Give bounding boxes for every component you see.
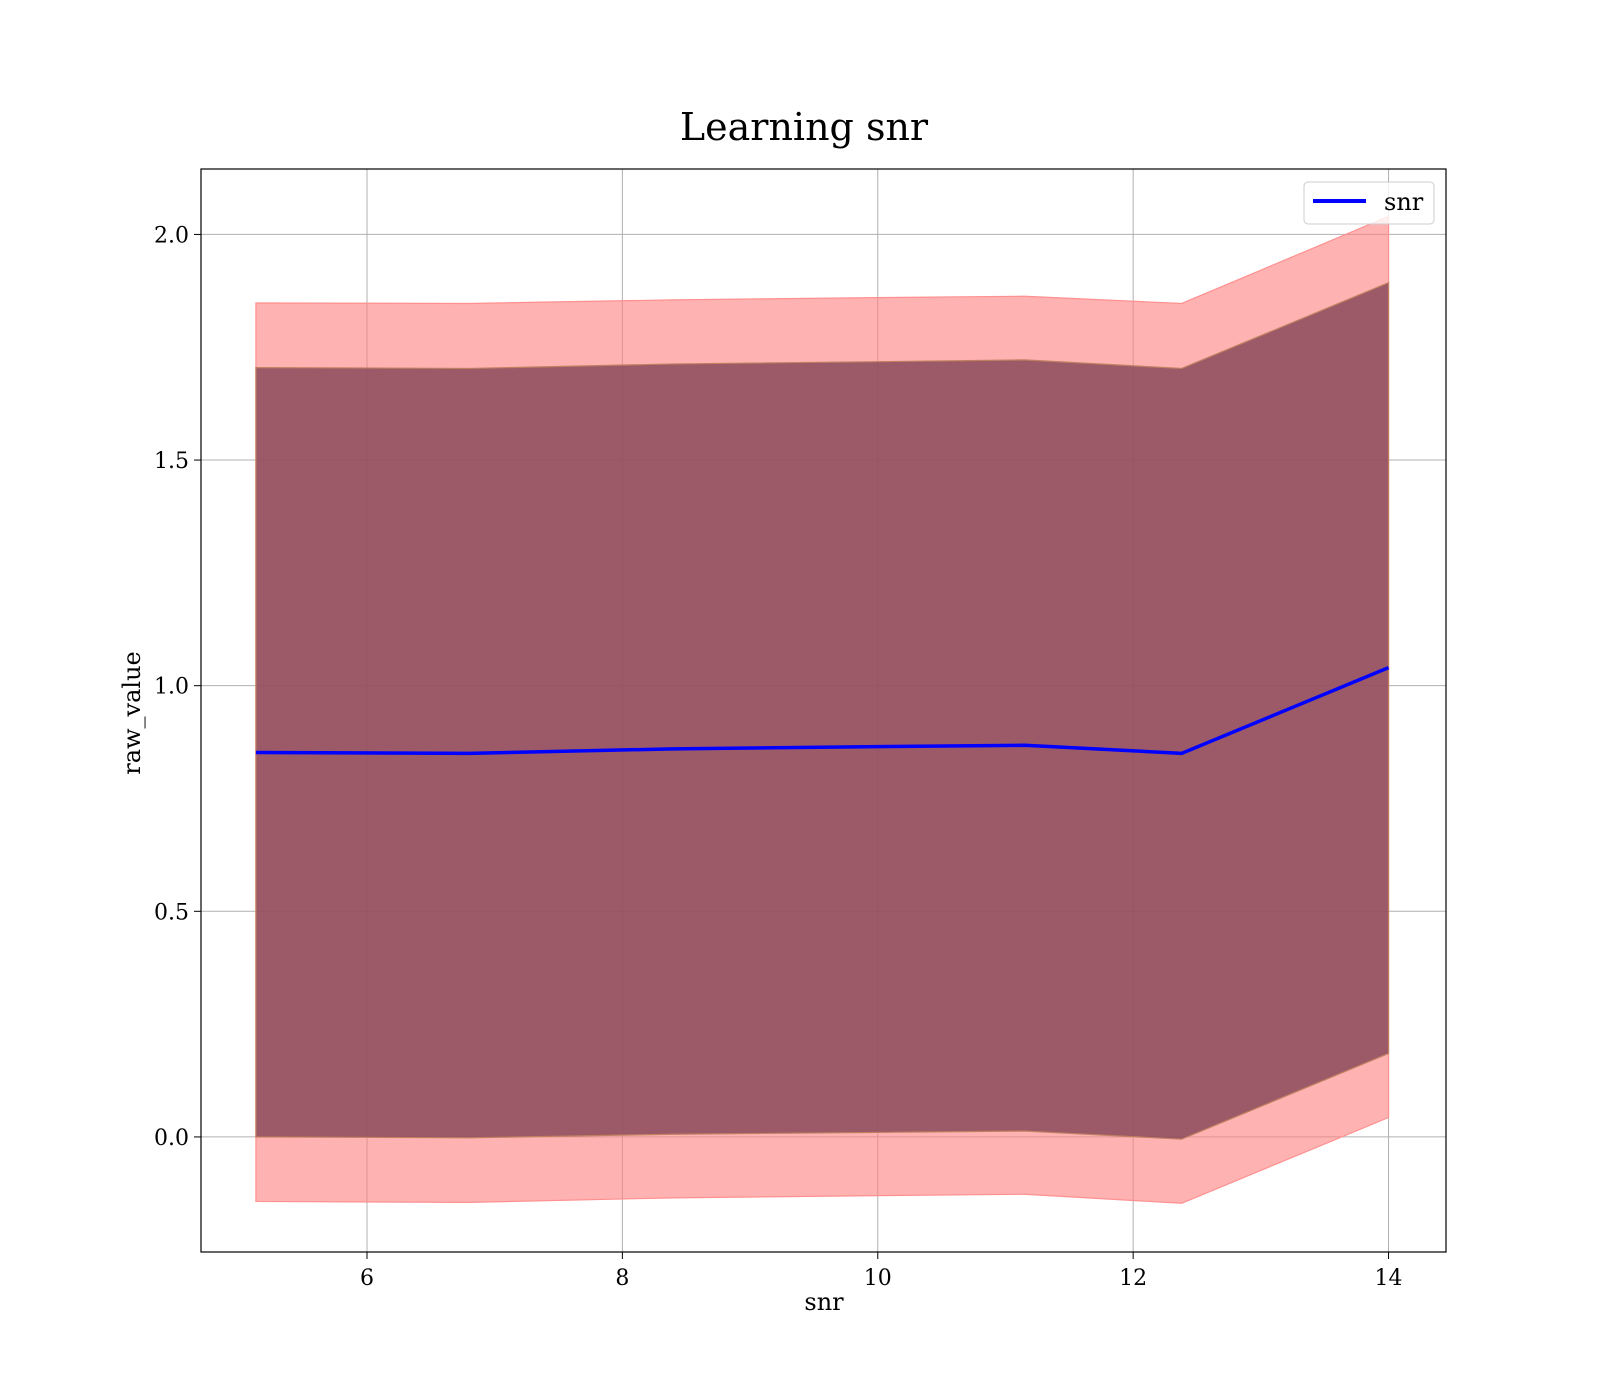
y-axis-label: raw_value bbox=[118, 651, 146, 775]
chart-title: Learning snr bbox=[680, 105, 929, 149]
y-axis-ticks: 0.0 0.5 1.0 1.5 2.0 bbox=[154, 223, 201, 1151]
legend-label-snr: snr bbox=[1384, 188, 1424, 216]
x-tick-label-14: 14 bbox=[1375, 1266, 1403, 1291]
band-inner bbox=[255, 281, 1390, 1140]
series-lines bbox=[255, 666, 1390, 756]
y-tick-label-1.5: 1.5 bbox=[154, 449, 189, 474]
legend-box bbox=[1303, 181, 1435, 225]
series-line-snr bbox=[255, 666, 1390, 756]
y-tick-label-2.0: 2.0 bbox=[154, 223, 189, 248]
y-tick-label-0.0: 0.0 bbox=[154, 1126, 189, 1151]
y-tick-label-1.0: 1.0 bbox=[154, 675, 189, 700]
legend: snr bbox=[1303, 181, 1435, 225]
confidence-bands bbox=[255, 215, 1390, 1204]
x-axis-ticks: 6 8 10 12 14 bbox=[360, 1252, 1403, 1291]
x-tick-label-6: 6 bbox=[360, 1266, 374, 1291]
y-tick-label-0.5: 0.5 bbox=[154, 900, 189, 925]
x-tick-label-12: 12 bbox=[1119, 1266, 1147, 1291]
x-tick-label-8: 8 bbox=[615, 1266, 629, 1291]
plot-frame bbox=[200, 168, 1447, 1253]
x-tick-label-10: 10 bbox=[864, 1266, 892, 1291]
x-axis-label: snr bbox=[804, 1288, 844, 1316]
